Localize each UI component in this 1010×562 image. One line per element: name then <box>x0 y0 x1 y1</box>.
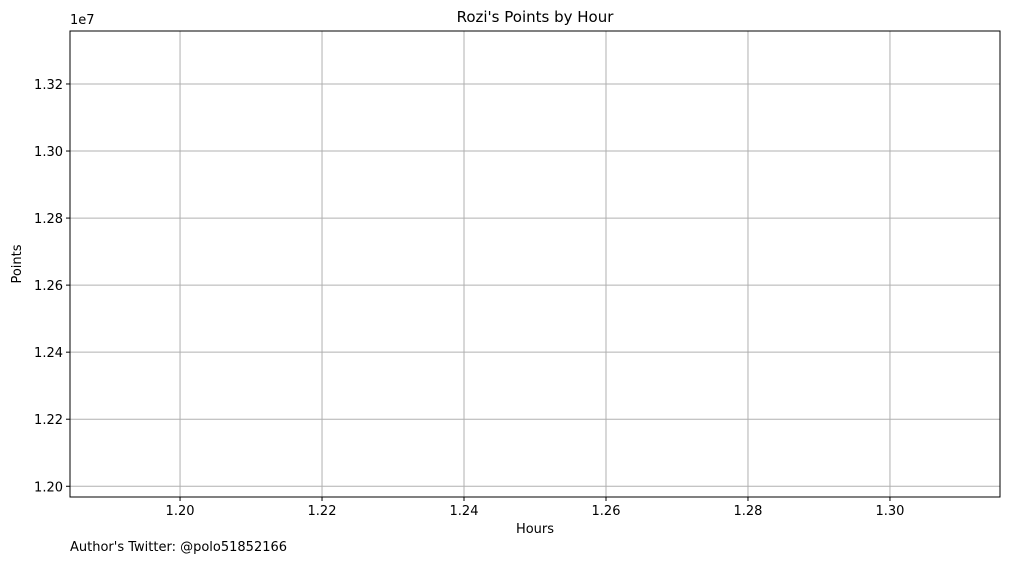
y-tick-label: 1.26 <box>34 279 63 294</box>
x-tick-label: 1.30 <box>875 504 904 519</box>
author-credit: Author's Twitter: @polo51852166 <box>70 540 287 555</box>
y-tick-label: 1.20 <box>34 480 63 495</box>
chart-title: Rozi's Points by Hour <box>457 8 615 26</box>
y-axis-offset-label: 1e7 <box>70 13 95 28</box>
x-tick-label: 1.22 <box>308 504 337 519</box>
x-axis-label: Hours <box>516 522 554 537</box>
x-tick-label: 1.24 <box>450 504 479 519</box>
plot-area-frame <box>69 30 1001 498</box>
y-tick-label: 1.30 <box>34 145 63 160</box>
y-tick-label: 1.22 <box>34 413 63 428</box>
y-tick-label: 1.32 <box>34 78 63 93</box>
y-tick-label: 1.28 <box>34 212 63 227</box>
y-tick-label: 1.24 <box>34 346 63 361</box>
y-axis-label: Points <box>10 244 25 283</box>
x-tick-label: 1.26 <box>592 504 621 519</box>
x-tick-label: 1.20 <box>166 504 195 519</box>
axis-ticks: 1.20 1.22 1.24 1.26 1.28 1.30 1.20 1.22 1.24 1.26… <box>34 78 904 519</box>
x-tick-label: 1.28 <box>734 504 763 519</box>
grid-lines <box>70 31 1000 497</box>
